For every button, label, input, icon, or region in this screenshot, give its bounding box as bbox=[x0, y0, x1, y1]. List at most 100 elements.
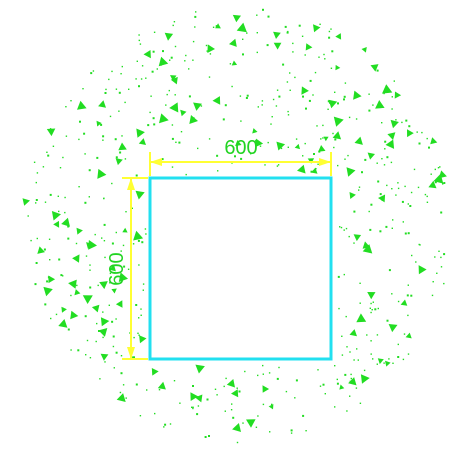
gravel-dot bbox=[294, 76, 296, 79]
gravel-dot bbox=[234, 155, 236, 158]
gravel-dot bbox=[267, 15, 270, 18]
gravel-stone bbox=[313, 24, 321, 33]
gravel-stone bbox=[335, 64, 341, 71]
gravel-dot bbox=[158, 389, 161, 391]
gravel-dot bbox=[103, 240, 106, 242]
gravel-dot bbox=[337, 275, 340, 278]
gravel-dot bbox=[278, 95, 281, 98]
gravel-dot bbox=[242, 422, 244, 424]
gravel-stone bbox=[100, 317, 110, 327]
gravel-dot bbox=[377, 180, 380, 183]
gravel-dot bbox=[301, 35, 304, 37]
gravel-dot bbox=[404, 185, 406, 188]
gravel-dot bbox=[140, 314, 142, 316]
gravel-dot bbox=[430, 173, 432, 175]
gravel-dot bbox=[376, 162, 378, 164]
gravel-stone bbox=[43, 286, 53, 297]
gravel-dot bbox=[345, 227, 348, 230]
horizontal-dimension: 600 bbox=[149, 137, 332, 176]
gravel-dot bbox=[171, 137, 174, 140]
gravel-dot bbox=[141, 241, 144, 244]
gravel-dot bbox=[320, 138, 322, 140]
gravel-dot bbox=[70, 100, 72, 102]
gravel-dot bbox=[269, 431, 271, 433]
gravel-dot bbox=[92, 70, 95, 72]
gravel-dot bbox=[133, 356, 135, 359]
gravel-stone bbox=[46, 128, 56, 137]
gravel-dot bbox=[62, 275, 64, 277]
gravel-dot bbox=[416, 131, 418, 133]
gravel-dot bbox=[285, 390, 288, 393]
gravel-dot bbox=[131, 207, 133, 209]
gravel-stone bbox=[349, 329, 357, 337]
gravel-stone bbox=[100, 353, 109, 361]
gravel-stone bbox=[348, 377, 357, 386]
gravel-stone bbox=[226, 379, 235, 388]
gravel-dot bbox=[411, 254, 413, 257]
gravel-dot bbox=[35, 202, 37, 204]
gravel-dot bbox=[336, 378, 338, 381]
gravel-dot bbox=[142, 283, 145, 285]
gravel-dot bbox=[84, 201, 87, 204]
gravel-dot bbox=[384, 140, 387, 143]
gravel-stone bbox=[390, 119, 399, 129]
gravel-stone bbox=[333, 116, 344, 127]
gravel-dot bbox=[409, 205, 412, 207]
gravel-dot bbox=[370, 340, 372, 342]
gravel-stone bbox=[262, 385, 270, 393]
gravel-dot bbox=[287, 30, 289, 33]
gravel-dot bbox=[146, 389, 148, 391]
gravel-dot bbox=[272, 98, 275, 101]
gravel-stone bbox=[96, 120, 102, 127]
gravel-dot bbox=[27, 215, 29, 217]
gravel-dot bbox=[330, 28, 332, 30]
gravel-dot bbox=[212, 26, 215, 28]
gravel-stone bbox=[169, 102, 179, 113]
gravel-dot bbox=[257, 415, 259, 417]
gravel-dot bbox=[150, 95, 152, 97]
gravel-dot bbox=[436, 272, 438, 274]
gravel-stone bbox=[305, 43, 313, 51]
gravel-dot bbox=[344, 158, 346, 160]
gravel-dot bbox=[123, 265, 126, 268]
gravel-dot bbox=[401, 200, 404, 203]
gravel-dot bbox=[58, 210, 60, 213]
gravel-dot bbox=[102, 336, 104, 339]
gravel-dot bbox=[135, 383, 138, 386]
gravel-dot bbox=[395, 194, 397, 196]
gravel-dot bbox=[349, 351, 351, 353]
gravel-dot bbox=[319, 23, 321, 25]
gravel-dot bbox=[381, 122, 383, 124]
gravel-stone bbox=[273, 31, 281, 39]
gravel-dot bbox=[292, 42, 294, 45]
gravel-stone bbox=[385, 139, 395, 149]
gravel-dot bbox=[343, 98, 345, 101]
gravel-stone bbox=[97, 168, 107, 179]
gravel-dot bbox=[231, 403, 233, 405]
gravel-dot bbox=[316, 125, 318, 127]
gravel-stone bbox=[276, 141, 286, 151]
gravel-dot bbox=[188, 68, 190, 70]
gravel-dot bbox=[111, 320, 114, 323]
gravel-dot bbox=[426, 137, 428, 140]
gravel-dot bbox=[138, 264, 140, 266]
gravel-dot bbox=[287, 110, 289, 113]
gravel-dot bbox=[406, 294, 409, 297]
gravel-dot bbox=[208, 138, 211, 140]
gravel-stone bbox=[72, 254, 80, 263]
gravel-dot bbox=[356, 348, 358, 350]
gravel-dot bbox=[256, 51, 258, 54]
gravel-dot bbox=[122, 384, 125, 386]
gravel-stone bbox=[335, 33, 342, 40]
gravel-stone bbox=[232, 14, 241, 23]
gravel-stone bbox=[231, 389, 239, 398]
gravel-dot bbox=[369, 307, 371, 309]
horizontal-arrow-right bbox=[319, 158, 331, 166]
gravel-dot bbox=[359, 282, 361, 284]
gravel-dot bbox=[344, 82, 347, 84]
gravel-dot bbox=[42, 166, 45, 168]
gravel-dot bbox=[58, 258, 61, 261]
gravel-stone bbox=[231, 60, 238, 66]
gravel-dot bbox=[127, 268, 130, 270]
gravel-stone bbox=[122, 227, 128, 233]
